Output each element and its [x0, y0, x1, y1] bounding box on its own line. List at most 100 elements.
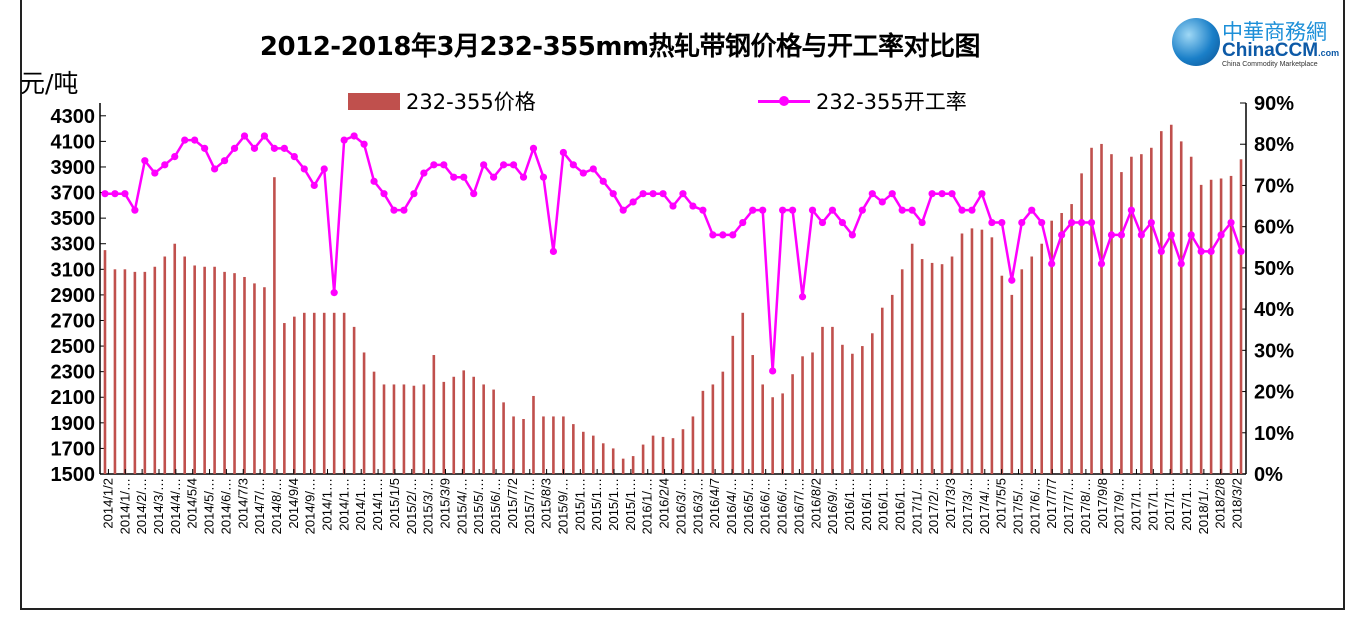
x-tick-label: 2015/1… [623, 478, 638, 531]
price-bar [741, 312, 745, 474]
x-tick-label: 2015/1… [606, 478, 621, 531]
price-bar [641, 444, 645, 474]
price-bar [611, 448, 615, 474]
rate-marker [948, 190, 956, 198]
rate-marker [1237, 247, 1245, 255]
rate-marker [1048, 260, 1056, 268]
rate-marker [1177, 260, 1185, 268]
rate-marker [629, 198, 637, 206]
price-bar [771, 397, 774, 474]
rate-marker [270, 144, 278, 152]
rate-marker [509, 161, 518, 169]
x-tick-label: 2017/9/… [1112, 478, 1127, 534]
price-bar [522, 418, 525, 474]
x-tick-label: 2014/7/… [252, 478, 267, 534]
x-tick-label: 2018/2/8 [1213, 478, 1228, 529]
price-bar [900, 269, 904, 474]
y-tick-label: 2500 [51, 336, 96, 358]
rate-marker [1097, 260, 1106, 268]
rate-marker [679, 190, 687, 198]
legend-line-swatch [758, 95, 810, 106]
price-bar [103, 250, 107, 474]
price-bar [153, 266, 157, 474]
price-bar [133, 271, 137, 474]
price-bar [950, 256, 954, 474]
price-bar [392, 384, 396, 474]
rate-marker [390, 206, 398, 214]
price-bar [293, 316, 296, 474]
rate-marker [1107, 231, 1116, 239]
rate-marker [1147, 218, 1155, 227]
rate-marker [1077, 218, 1086, 227]
rate-marker [121, 190, 129, 198]
price-bar [462, 370, 466, 474]
price-bar [1209, 179, 1213, 475]
x-tick-label: 2014/6/… [218, 478, 233, 534]
price-bar [1000, 275, 1004, 474]
y-tick-label: 4100 [51, 131, 96, 153]
x-tick-label: 2015/5/… [471, 478, 486, 534]
price-bar [402, 384, 406, 474]
x-tick-label: 2016/8/2 [808, 478, 823, 529]
price-bar [841, 344, 844, 474]
rate-marker [898, 206, 906, 214]
price-bar [1189, 156, 1193, 475]
x-tick-label: 2016/1… [842, 478, 857, 531]
x-tick-label: 2017/6/… [1027, 478, 1042, 534]
x-tick-label: 2018/3/2 [1230, 478, 1245, 529]
globe-icon [1172, 18, 1220, 66]
x-tick-label: 2017/1… [1145, 478, 1160, 531]
rate-marker [838, 218, 847, 227]
price-bar [143, 271, 147, 474]
y-axis-unit-label: 元/吨 [20, 69, 79, 98]
y2-tick-label: 90% [1254, 93, 1294, 115]
rate-marker [1217, 231, 1225, 239]
rate-marker [769, 367, 777, 375]
price-bar [532, 395, 535, 474]
legend-label-price: 232-355价格 [406, 90, 536, 114]
rate-marker [808, 206, 817, 214]
price-bar [273, 177, 276, 474]
rate-marker [181, 136, 189, 144]
price-bar [910, 243, 914, 474]
y-tick-label: 1500 [51, 464, 96, 486]
rate-marker [171, 152, 179, 161]
rate-marker [968, 206, 976, 214]
price-bar [562, 416, 565, 474]
x-tick-label: 2014/5/… [202, 478, 217, 534]
price-bar [173, 243, 177, 474]
rate-marker [1187, 231, 1195, 239]
chart-frame [20, 0, 1345, 610]
x-tick-label: 2014/1/… [117, 478, 132, 534]
rate-marker [788, 206, 797, 214]
price-bar [930, 262, 934, 474]
logo-cn: 中華商務網 [1222, 20, 1327, 44]
legend-bar-swatch [348, 92, 400, 110]
price-bar [861, 346, 864, 474]
x-tick-label: 2016/1… [876, 478, 891, 531]
x-tick-label: 2015/1… [589, 478, 604, 531]
rate-marker [330, 289, 338, 297]
y2-tick-label: 0% [1254, 464, 1283, 486]
rate-marker [141, 157, 149, 165]
x-tick-label: 2016/7/… [791, 478, 806, 534]
price-bar [1199, 184, 1203, 474]
price-bar [113, 269, 117, 474]
rate-marker [549, 247, 558, 255]
x-tick-label: 2017/1/… [909, 478, 924, 534]
rate-marker [649, 190, 657, 198]
chinaccm-logo: 中華商務網 ChinaCCM.com China Commodity Marke… [1170, 14, 1340, 72]
price-bar [412, 385, 416, 474]
rate-marker [400, 206, 408, 214]
rate-marker [440, 161, 448, 169]
price-bar [512, 416, 515, 474]
x-tick-label: 2016/4/… [724, 478, 739, 534]
price-bar [990, 237, 994, 474]
price-bar [1169, 124, 1173, 474]
rate-marker [131, 206, 139, 214]
x-tick-label: 2016/3/… [673, 478, 688, 534]
rate-marker [888, 190, 896, 198]
y2-tick-label: 50% [1254, 258, 1294, 280]
rate-marker [350, 132, 358, 140]
price-bar [1130, 156, 1133, 475]
